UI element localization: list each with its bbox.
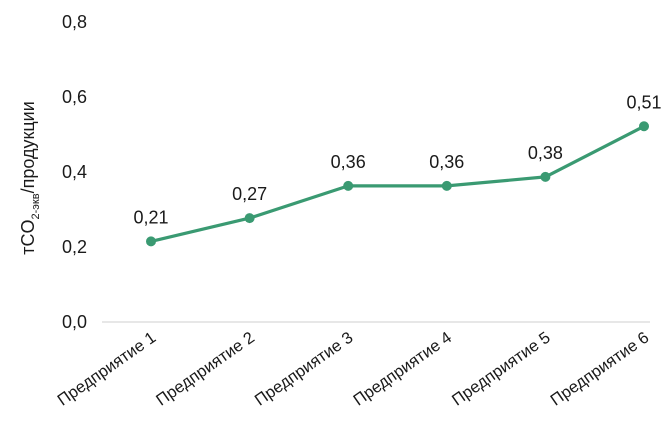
data-label: 0,36	[429, 152, 464, 172]
x-tick-label: Предприятие 2	[153, 329, 258, 410]
y-axis-label-main: тCO	[18, 219, 38, 254]
x-tick-label: Предприятие 5	[449, 329, 554, 410]
data-point	[540, 171, 551, 182]
y-tick-label: 0,6	[62, 87, 87, 107]
data-label: 0,21	[133, 207, 168, 227]
data-labels: 0,21 0,27 0,36 0,36 0,38 0,51	[133, 92, 661, 227]
y-tick-label: 0,0	[62, 312, 87, 332]
data-label: 0,51	[626, 92, 661, 112]
series-line	[149, 124, 646, 243]
data-point	[244, 213, 255, 224]
y-tick-label: 0,8	[62, 12, 87, 32]
y-axis-label-subscript: 2-экв	[30, 193, 42, 219]
data-point	[639, 121, 649, 132]
x-tick-label: Предприятие 4	[350, 329, 455, 410]
data-point	[441, 180, 452, 191]
data-points	[146, 121, 649, 247]
data-label: 0,27	[232, 184, 267, 204]
data-point	[146, 236, 156, 247]
x-tick-label: Предприятие 3	[252, 329, 357, 410]
y-axis-label-suffix: /продукции	[18, 101, 38, 193]
x-tick-label: Предприятие 6	[547, 329, 652, 410]
y-axis-label: тCO2-экв/продукции	[18, 101, 42, 254]
y-tick-label: 0,2	[62, 237, 87, 257]
y-axis-ticks: 0,0 0,2 0,4 0,6 0,8	[62, 12, 87, 332]
x-tick-label: Предприятие 1	[54, 329, 159, 410]
y-tick-label: 0,4	[62, 162, 87, 182]
data-label: 0,36	[331, 152, 366, 172]
data-point	[343, 180, 354, 191]
data-label: 0,38	[528, 143, 563, 163]
